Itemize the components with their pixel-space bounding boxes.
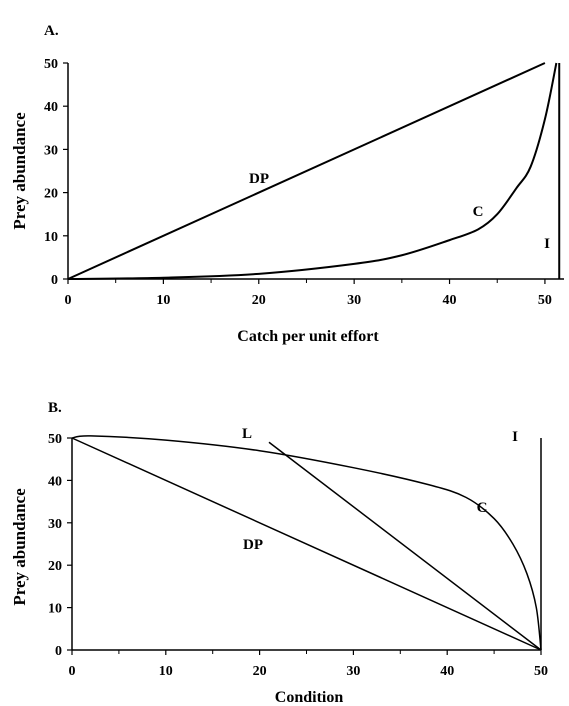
y-axis-label-b: Prey abundance [10, 488, 29, 606]
series-label-l-b: L [242, 426, 252, 442]
series-line-a-c [67, 62, 558, 280]
y-tick-label-b-10: 10 [48, 602, 62, 617]
chart-panel-a: A. 0 10 20 30 40 50 0 10 20 30 40 50 Catch per unit… [10, 23, 564, 345]
y-tick-label-a-30: 30 [44, 143, 58, 158]
series-label-dp-a: DP [249, 171, 269, 187]
panel-label-b: B. [48, 400, 62, 416]
chart-panel-b: B. 0 10 20 30 40 50 0 10 20 30 40 50 Condition Prey… [10, 400, 548, 706]
y-tick-label-a-40: 40 [44, 100, 58, 115]
series-label-i-b: I [512, 429, 518, 445]
x-tick-label-a-50: 50 [538, 293, 552, 308]
y-tick-label-b-0: 0 [55, 644, 62, 659]
curves-b [71, 435, 542, 651]
y-tick-label-b-50: 50 [48, 432, 62, 447]
x-axis-label-a: Catch per unit effort [237, 328, 379, 345]
series-label-dp-b: DP [243, 537, 263, 553]
x-tick-label-a-10: 10 [156, 293, 170, 308]
x-tick-label-b-40: 40 [440, 664, 454, 679]
y-tick-label-a-0: 0 [51, 273, 58, 288]
series-line-b-l [268, 441, 542, 651]
series-line-b-dp [71, 437, 542, 651]
y-tick-label-b-20: 20 [48, 559, 62, 574]
series-line-b-c [71, 435, 542, 651]
ticks-a: 0 10 20 30 40 50 0 10 20 30 40 50 [44, 57, 552, 308]
ticks-b: 0 10 20 30 40 50 0 10 20 30 40 50 [48, 432, 548, 679]
x-tick-label-b-20: 20 [253, 664, 267, 679]
series-label-c-b: C [477, 500, 488, 516]
y-tick-label-a-50: 50 [44, 57, 58, 72]
y-axis-label-a: Prey abundance [10, 112, 29, 230]
series-line-a-dp [67, 62, 546, 280]
x-tick-label-a-30: 30 [347, 293, 361, 308]
x-tick-label-b-30: 30 [346, 664, 360, 679]
y-tick-label-a-20: 20 [44, 187, 58, 202]
x-tick-label-b-50: 50 [534, 664, 548, 679]
panel-label-a: A. [44, 23, 59, 39]
x-tick-label-b-10: 10 [159, 664, 173, 679]
x-axis-label-b: Condition [275, 689, 344, 706]
x-tick-label-a-0: 0 [65, 293, 72, 308]
x-tick-label-a-40: 40 [443, 293, 457, 308]
x-tick-label-b-0: 0 [69, 664, 76, 679]
x-tick-label-a-20: 20 [252, 293, 266, 308]
series-label-i-a: I [544, 236, 550, 252]
series-label-c-a: C [473, 204, 484, 220]
y-tick-label-b-40: 40 [48, 474, 62, 489]
y-tick-label-b-30: 30 [48, 517, 62, 532]
curves-a [67, 62, 561, 280]
y-tick-label-a-10: 10 [44, 230, 58, 245]
